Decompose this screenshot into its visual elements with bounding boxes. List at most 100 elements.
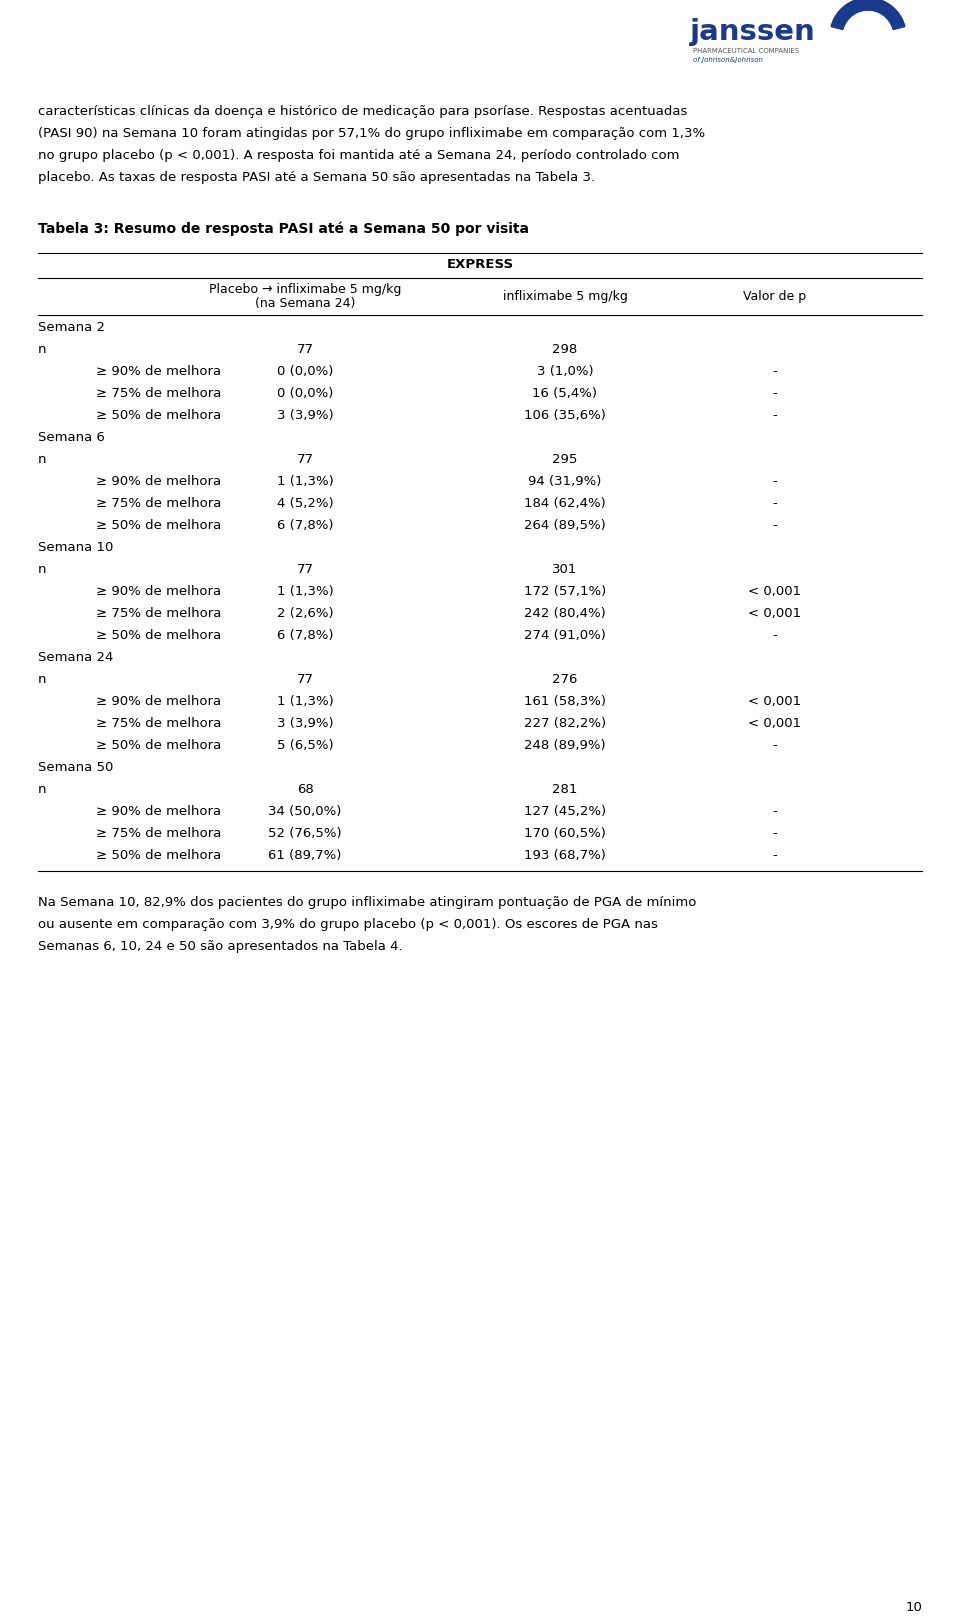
Polygon shape (880, 2, 886, 13)
Polygon shape (887, 10, 897, 19)
Polygon shape (884, 6, 892, 16)
Text: 52 (76,5%): 52 (76,5%) (268, 827, 342, 840)
Text: 276: 276 (552, 674, 578, 686)
Text: -: - (773, 364, 778, 377)
Polygon shape (874, 0, 876, 11)
Polygon shape (889, 13, 900, 21)
Text: 172 (57,1%): 172 (57,1%) (524, 584, 606, 597)
Polygon shape (831, 24, 843, 29)
Text: -: - (773, 630, 778, 643)
Text: 161 (58,3%): 161 (58,3%) (524, 695, 606, 708)
Text: n: n (38, 343, 46, 356)
Polygon shape (846, 5, 853, 15)
Polygon shape (852, 2, 857, 13)
Text: ≥ 75% de melhora: ≥ 75% de melhora (96, 497, 222, 510)
Polygon shape (872, 0, 875, 10)
Polygon shape (851, 2, 856, 13)
Text: 264 (89,5%): 264 (89,5%) (524, 520, 606, 533)
Polygon shape (888, 11, 898, 19)
Text: ≥ 75% de melhora: ≥ 75% de melhora (96, 827, 222, 840)
Polygon shape (854, 0, 859, 11)
Text: < 0,001: < 0,001 (749, 695, 802, 708)
Polygon shape (834, 18, 845, 24)
Text: Semanas 6, 10, 24 e 50 são apresentados na Tabela 4.: Semanas 6, 10, 24 e 50 são apresentados … (38, 941, 402, 954)
Polygon shape (856, 0, 860, 11)
Text: -: - (773, 410, 778, 423)
Polygon shape (831, 24, 843, 29)
Polygon shape (873, 0, 876, 10)
Polygon shape (876, 0, 879, 11)
Text: 10: 10 (905, 1601, 922, 1614)
Polygon shape (893, 24, 904, 29)
Polygon shape (855, 0, 860, 11)
Text: -: - (773, 805, 778, 818)
Text: Placebo → infliximabe 5 mg/kg: Placebo → infliximabe 5 mg/kg (209, 283, 401, 296)
Polygon shape (868, 0, 869, 10)
Text: -: - (773, 520, 778, 533)
Polygon shape (873, 0, 876, 11)
Polygon shape (863, 0, 865, 10)
Polygon shape (842, 8, 851, 16)
Text: 170 (60,5%): 170 (60,5%) (524, 827, 606, 840)
Polygon shape (885, 8, 894, 16)
Polygon shape (870, 0, 872, 10)
Polygon shape (836, 15, 847, 21)
Text: infliximabe 5 mg/kg: infliximabe 5 mg/kg (503, 290, 628, 303)
Polygon shape (890, 15, 900, 23)
Text: ou ausente em comparação com 3,9% do grupo placebo (p < 0,001). Os escores de PG: ou ausente em comparação com 3,9% do gru… (38, 918, 658, 931)
Text: ≥ 75% de melhora: ≥ 75% de melhora (96, 607, 222, 620)
Text: 3 (3,9%): 3 (3,9%) (276, 410, 333, 423)
Polygon shape (890, 16, 901, 23)
Text: ≥ 50% de melhora: ≥ 50% de melhora (96, 738, 221, 751)
Text: 6 (7,8%): 6 (7,8%) (276, 520, 333, 533)
Polygon shape (892, 19, 903, 26)
Polygon shape (857, 0, 861, 11)
Text: -: - (773, 474, 778, 487)
Polygon shape (881, 3, 888, 15)
Polygon shape (837, 13, 848, 21)
Polygon shape (838, 11, 848, 19)
Polygon shape (876, 0, 881, 11)
Text: Semana 10: Semana 10 (38, 541, 113, 554)
Text: 5 (6,5%): 5 (6,5%) (276, 738, 333, 751)
Text: -: - (773, 497, 778, 510)
Polygon shape (864, 0, 866, 10)
Polygon shape (892, 21, 903, 26)
Text: 301: 301 (552, 563, 578, 576)
Text: Tabela 3: Resumo de resposta PASI até a Semana 50 por visita: Tabela 3: Resumo de resposta PASI até a … (38, 222, 529, 235)
Polygon shape (841, 10, 850, 18)
Text: 3 (1,0%): 3 (1,0%) (537, 364, 593, 377)
Polygon shape (835, 16, 846, 23)
Text: 34 (50,0%): 34 (50,0%) (268, 805, 342, 818)
Text: 4 (5,2%): 4 (5,2%) (276, 497, 333, 510)
Polygon shape (871, 0, 874, 10)
Text: 61 (89,7%): 61 (89,7%) (268, 848, 342, 861)
Polygon shape (836, 15, 847, 23)
Polygon shape (892, 23, 903, 28)
Polygon shape (833, 19, 845, 26)
Text: 1 (1,3%): 1 (1,3%) (276, 584, 333, 597)
Polygon shape (883, 5, 891, 15)
Text: 0 (0,0%): 0 (0,0%) (276, 364, 333, 377)
Polygon shape (845, 5, 852, 15)
Polygon shape (879, 2, 885, 13)
Text: -: - (773, 848, 778, 861)
Polygon shape (840, 10, 850, 18)
Text: Semana 24: Semana 24 (38, 651, 113, 664)
Polygon shape (876, 0, 880, 11)
Polygon shape (893, 23, 904, 28)
Polygon shape (886, 8, 895, 18)
Text: of Johnson&Johnson: of Johnson&Johnson (693, 57, 763, 63)
Polygon shape (850, 2, 856, 13)
Polygon shape (846, 5, 853, 15)
Polygon shape (891, 18, 901, 24)
Polygon shape (890, 16, 900, 23)
Polygon shape (834, 18, 846, 24)
Text: 193 (68,7%): 193 (68,7%) (524, 848, 606, 861)
Polygon shape (865, 0, 867, 10)
Polygon shape (891, 18, 901, 24)
Polygon shape (871, 0, 873, 10)
Text: ≥ 90% de melhora: ≥ 90% de melhora (96, 695, 221, 708)
Polygon shape (844, 6, 852, 16)
Text: 1 (1,3%): 1 (1,3%) (276, 474, 333, 487)
